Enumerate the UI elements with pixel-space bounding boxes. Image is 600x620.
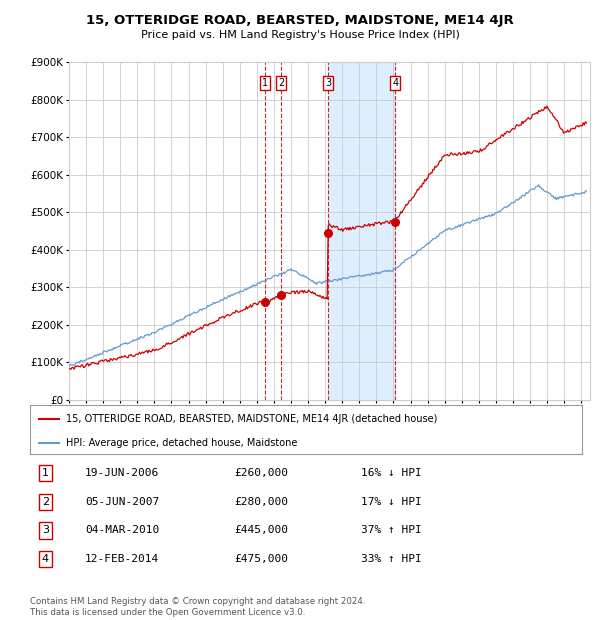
Text: HPI: Average price, detached house, Maidstone: HPI: Average price, detached house, Maid…: [66, 438, 297, 448]
Text: 2: 2: [42, 497, 49, 507]
Text: 4: 4: [392, 78, 398, 87]
Text: 17% ↓ HPI: 17% ↓ HPI: [361, 497, 422, 507]
Text: £260,000: £260,000: [234, 468, 288, 478]
Text: £445,000: £445,000: [234, 526, 288, 536]
Text: Price paid vs. HM Land Registry's House Price Index (HPI): Price paid vs. HM Land Registry's House …: [140, 30, 460, 40]
Text: 4: 4: [42, 554, 49, 564]
Text: 37% ↑ HPI: 37% ↑ HPI: [361, 526, 422, 536]
Text: 2: 2: [278, 78, 284, 87]
Text: 3: 3: [325, 78, 331, 87]
Text: 15, OTTERIDGE ROAD, BEARSTED, MAIDSTONE, ME14 4JR: 15, OTTERIDGE ROAD, BEARSTED, MAIDSTONE,…: [86, 14, 514, 27]
Text: 33% ↑ HPI: 33% ↑ HPI: [361, 554, 422, 564]
Text: 1: 1: [262, 78, 268, 87]
Text: £475,000: £475,000: [234, 554, 288, 564]
Text: 3: 3: [42, 526, 49, 536]
Text: 1: 1: [42, 468, 49, 478]
Text: 16% ↓ HPI: 16% ↓ HPI: [361, 468, 422, 478]
Text: 05-JUN-2007: 05-JUN-2007: [85, 497, 160, 507]
Text: £280,000: £280,000: [234, 497, 288, 507]
Bar: [328, 62, 395, 400]
Text: 12-FEB-2014: 12-FEB-2014: [85, 554, 160, 564]
Text: 04-MAR-2010: 04-MAR-2010: [85, 526, 160, 536]
Text: 15, OTTERIDGE ROAD, BEARSTED, MAIDSTONE, ME14 4JR (detached house): 15, OTTERIDGE ROAD, BEARSTED, MAIDSTONE,…: [66, 414, 437, 424]
Text: Contains HM Land Registry data © Crown copyright and database right 2024.
This d: Contains HM Land Registry data © Crown c…: [30, 598, 365, 617]
Text: 19-JUN-2006: 19-JUN-2006: [85, 468, 160, 478]
